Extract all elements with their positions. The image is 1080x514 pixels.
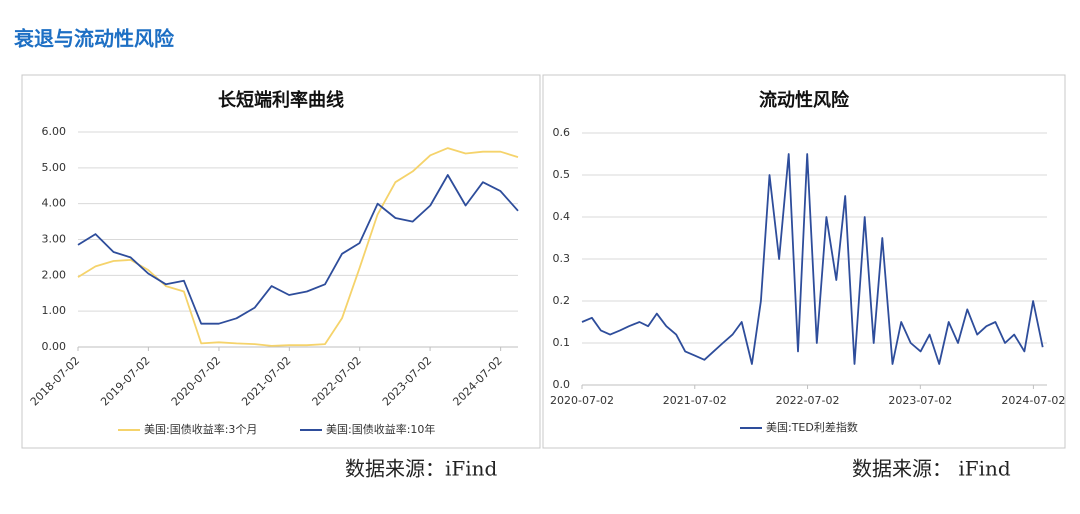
source-note: 数据来源： iFind: [852, 457, 1011, 481]
panel: [542, 74, 1066, 449]
series-line: [581, 153, 1044, 365]
y-tick-label: 0.0: [553, 378, 571, 391]
panel: [21, 74, 541, 449]
y-tick-label: 0.4: [553, 210, 571, 223]
x-tick-label: 2021-07-02: [663, 394, 727, 407]
legend-label: 美国:国债收益率:3个月: [144, 422, 257, 436]
y-tick-label: 0.5: [553, 168, 571, 181]
x-tick-label: 2022-07-02: [776, 394, 840, 407]
series-line: [77, 174, 519, 325]
chart-title: 流动性风险: [759, 89, 850, 111]
y-tick-label: 0.2: [553, 294, 571, 307]
y-tick-label: 5.00: [42, 161, 67, 174]
chart-title: 长短端利率曲线: [218, 89, 344, 111]
y-tick-label: 0.3: [553, 252, 571, 265]
x-tick-label: 2020-07-02: [550, 394, 614, 407]
y-tick-label: 0.00: [42, 340, 67, 353]
y-tick-label: 4.00: [42, 197, 67, 210]
x-tick-label: 2024-07-02: [1001, 394, 1065, 407]
y-tick-label: 0.6: [553, 126, 571, 139]
slide-title: 衰退与流动性风险: [13, 27, 175, 51]
legend-label: 美国:TED利差指数: [766, 420, 858, 434]
x-tick-label: 2023-07-02: [888, 394, 952, 407]
y-tick-label: 3.00: [42, 233, 67, 246]
y-tick-label: 1.00: [42, 304, 67, 317]
y-tick-label: 6.00: [42, 125, 67, 138]
source-note: 数据来源：iFind: [345, 457, 498, 481]
y-tick-label: 2.00: [42, 268, 67, 281]
legend-label: 美国:国债收益率:10年: [326, 422, 435, 436]
series-line: [77, 147, 519, 347]
y-tick-label: 0.1: [553, 336, 571, 349]
